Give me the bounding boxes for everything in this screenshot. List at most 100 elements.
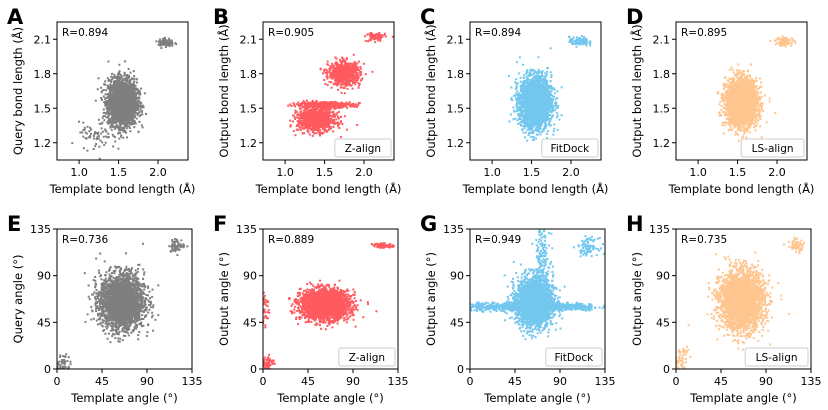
data-point [121, 87, 124, 90]
data-point [128, 117, 131, 120]
data-point [304, 117, 307, 119]
data-point [371, 32, 374, 35]
data-point [121, 93, 124, 96]
data-point [130, 107, 133, 110]
data-point [305, 99, 308, 102]
data-point [346, 106, 349, 109]
data-point [140, 101, 143, 104]
data-point [300, 124, 303, 127]
data-point [313, 111, 316, 114]
data-point [327, 116, 330, 119]
data-point [325, 129, 328, 132]
data-point [174, 42, 177, 45]
data-point [350, 77, 353, 80]
data-point [342, 72, 345, 74]
data-point [290, 105, 293, 107]
data-point [366, 33, 369, 36]
data-point [343, 82, 346, 85]
data-point [296, 116, 299, 119]
data-point [121, 111, 124, 114]
data-point [96, 88, 99, 91]
data-point [130, 89, 133, 92]
data-point [319, 134, 321, 137]
data-point [302, 120, 305, 122]
data-point [133, 116, 136, 119]
data-point [110, 121, 113, 124]
data-point [155, 40, 158, 43]
data-point [114, 128, 117, 130]
data-point [300, 116, 303, 119]
data-point [321, 122, 324, 125]
data-point [330, 66, 333, 69]
data-point [125, 122, 127, 125]
data-point [325, 69, 328, 72]
data-point [145, 113, 147, 115]
data-point [331, 70, 334, 73]
data-point [302, 114, 305, 117]
data-point [345, 128, 348, 131]
data-point [295, 103, 298, 106]
data-point [335, 81, 337, 84]
data-point [334, 107, 337, 109]
x-tick-label: 1.0 [70, 166, 88, 179]
data-point [118, 115, 120, 118]
data-point [355, 66, 358, 69]
data-point [333, 119, 335, 121]
data-point [138, 97, 141, 100]
data-point [117, 96, 119, 99]
data-point [350, 84, 353, 87]
data-point [138, 100, 141, 103]
data-point [312, 116, 315, 119]
data-point [321, 111, 324, 114]
data-point [141, 113, 144, 116]
data-point [116, 92, 118, 95]
data-point [162, 42, 165, 45]
data-point [114, 87, 117, 90]
data-point [351, 64, 354, 67]
data-point [122, 78, 125, 81]
data-point [362, 62, 365, 65]
data-point [331, 100, 334, 103]
data-point [346, 102, 349, 105]
data-point [168, 42, 171, 45]
x-tick-label: 1.5 [316, 166, 334, 179]
data-point [380, 35, 383, 38]
data-point [104, 103, 107, 106]
data-point [120, 94, 123, 97]
data-point [344, 80, 347, 83]
data-point [346, 87, 349, 90]
data-point [96, 133, 99, 136]
data-point [111, 93, 113, 96]
data-point [319, 123, 322, 126]
data-point [131, 112, 134, 115]
data-point [117, 117, 120, 120]
data-point [351, 76, 354, 79]
data-point [109, 79, 112, 82]
data-point [86, 149, 89, 152]
data-point [122, 91, 125, 94]
data-point [304, 101, 307, 104]
data-point [97, 131, 100, 134]
data-point [342, 104, 345, 107]
data-point [349, 83, 352, 86]
data-point [323, 69, 326, 71]
data-point [164, 43, 167, 45]
data-point [328, 68, 331, 71]
data-point [338, 81, 341, 84]
data-point [341, 123, 344, 126]
data-point [352, 63, 355, 66]
data-point [330, 127, 332, 130]
data-point [124, 84, 127, 87]
data-point [112, 135, 115, 138]
data-point [107, 120, 110, 123]
data-point [319, 101, 322, 104]
data-point [316, 112, 319, 115]
scatter-points [507, 35, 592, 142]
data-point [297, 116, 300, 119]
data-point [303, 116, 305, 119]
data-point [299, 102, 302, 105]
data-point [304, 104, 307, 107]
data-point [117, 84, 120, 87]
data-point [324, 110, 327, 113]
data-point [129, 123, 132, 126]
